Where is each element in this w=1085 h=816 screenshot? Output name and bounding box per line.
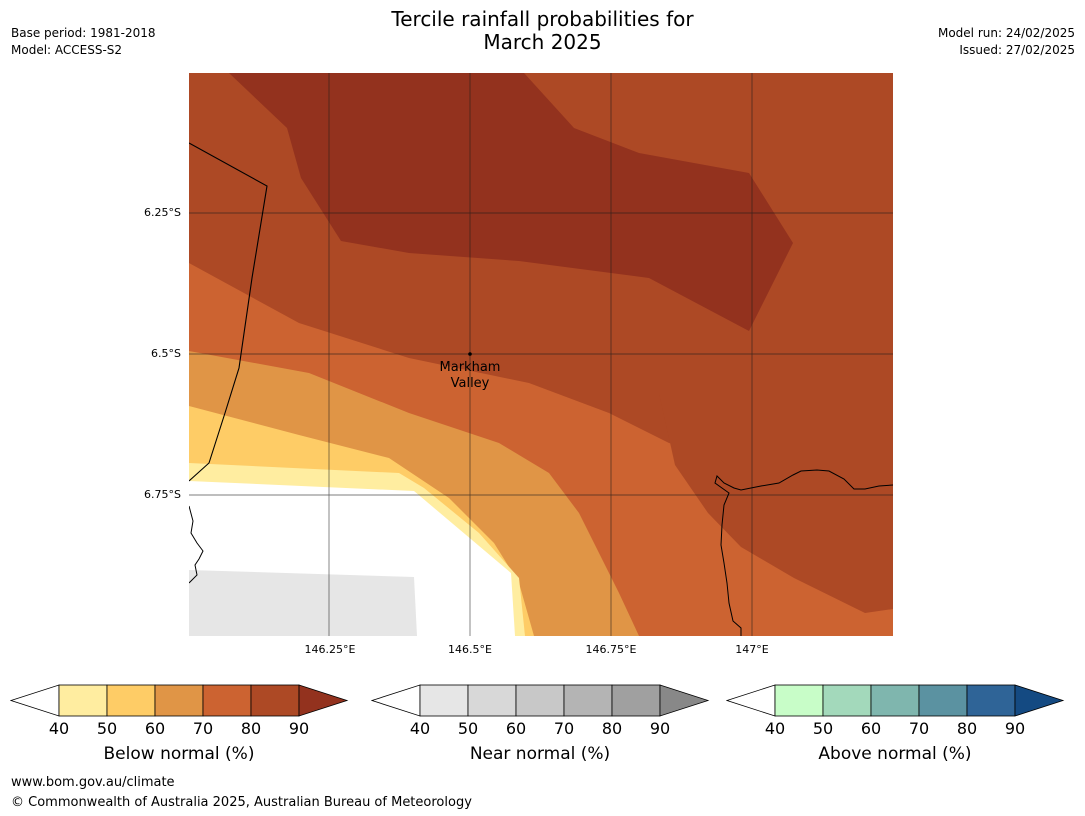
legend-label-below: Below normal (%)	[103, 744, 255, 764]
near-normal-patch	[189, 570, 417, 636]
meta-left: Base period: 1981-2018 Model: ACCESS-S2	[11, 25, 156, 59]
legend-tick: 40	[48, 719, 70, 738]
lon-label: 146.25°E	[304, 643, 356, 656]
model-name: Model: ACCESS-S2	[11, 43, 123, 57]
legend-tick: 70	[192, 719, 214, 738]
legend-over-arrow	[298, 684, 349, 717]
title-line-2: March 2025	[483, 30, 602, 54]
place-name-line-2: Valley	[450, 376, 490, 391]
legend-swatch	[870, 684, 920, 717]
legend-tick: 70	[908, 719, 930, 738]
legend-label-near: Near normal (%)	[469, 744, 611, 764]
footer-copyright: © Commonwealth of Australia 2025, Austra…	[11, 795, 472, 810]
place-label: Markham Valley	[410, 360, 530, 392]
base-period: Base period: 1981-2018	[11, 26, 156, 40]
lon-label: 146.75°E	[585, 643, 637, 656]
legend-swatch	[515, 684, 565, 717]
map-title: Tercile rainfall probabilities for March…	[0, 8, 1085, 54]
rainfall-map	[189, 73, 893, 636]
legend-label-above: Above normal (%)	[818, 744, 972, 764]
legend-under-arrow	[726, 684, 776, 717]
legend-over-arrow	[1014, 684, 1065, 717]
coastline-east	[714, 469, 893, 636]
legend-swatch	[611, 684, 661, 717]
legend-swatch	[774, 684, 824, 717]
legend-tick: 40	[764, 719, 786, 738]
legend-under-arrow	[371, 684, 421, 717]
legend-tick: 90	[649, 719, 671, 738]
legend-swatch	[250, 684, 300, 717]
lat-label: 6.5°S	[151, 347, 181, 360]
legend-tick: 50	[457, 719, 479, 738]
title-line-1: Tercile rainfall probabilities for	[391, 7, 694, 31]
legend-above-normal	[726, 684, 1065, 717]
legend-under-arrow	[10, 684, 60, 717]
lon-label: 146.5°E	[448, 643, 492, 656]
legend-below-normal	[10, 684, 349, 717]
legend-swatch	[58, 684, 108, 717]
legend-swatch	[822, 684, 872, 717]
legend-swatch	[154, 684, 204, 717]
meta-right: Model run: 24/02/2025 Issued: 27/02/2025	[938, 25, 1075, 59]
legend-swatch	[202, 684, 252, 717]
graticule	[189, 73, 893, 636]
border-line	[189, 142, 268, 482]
legend-over-arrow	[659, 684, 710, 717]
legend-near-normal	[371, 684, 710, 717]
place-marker	[468, 352, 472, 356]
legend-tick: 40	[409, 719, 431, 738]
lon-label: 147°E	[735, 643, 769, 656]
legend-tick: 80	[601, 719, 623, 738]
legend-tick: 80	[956, 719, 978, 738]
legend-tick: 60	[860, 719, 882, 738]
place-name-line-1: Markham	[439, 360, 501, 375]
issued-date: Issued: 27/02/2025	[959, 43, 1075, 57]
legend-tick: 80	[240, 719, 262, 738]
legend-swatch	[106, 684, 156, 717]
legend-tick: 90	[1004, 719, 1026, 738]
legend-tick: 90	[288, 719, 310, 738]
legend-tick: 70	[553, 719, 575, 738]
legend-tick: 60	[505, 719, 527, 738]
legend-swatch	[419, 684, 469, 717]
legend-tick: 60	[144, 719, 166, 738]
legend-swatch	[563, 684, 613, 717]
legend-tick: 50	[96, 719, 118, 738]
zone-90	[229, 73, 793, 331]
footer-url: www.bom.gov.au/climate	[11, 775, 175, 790]
legend-swatch	[918, 684, 968, 717]
model-run: Model run: 24/02/2025	[937, 26, 1075, 40]
coastline-west	[189, 505, 204, 584]
lat-label: 6.25°S	[144, 206, 181, 219]
legend-tick: 50	[812, 719, 834, 738]
legend-swatch	[467, 684, 517, 717]
lat-label: 6.75°S	[144, 488, 181, 501]
legend-swatch	[966, 684, 1016, 717]
zone-80-lowerright	[659, 393, 893, 613]
